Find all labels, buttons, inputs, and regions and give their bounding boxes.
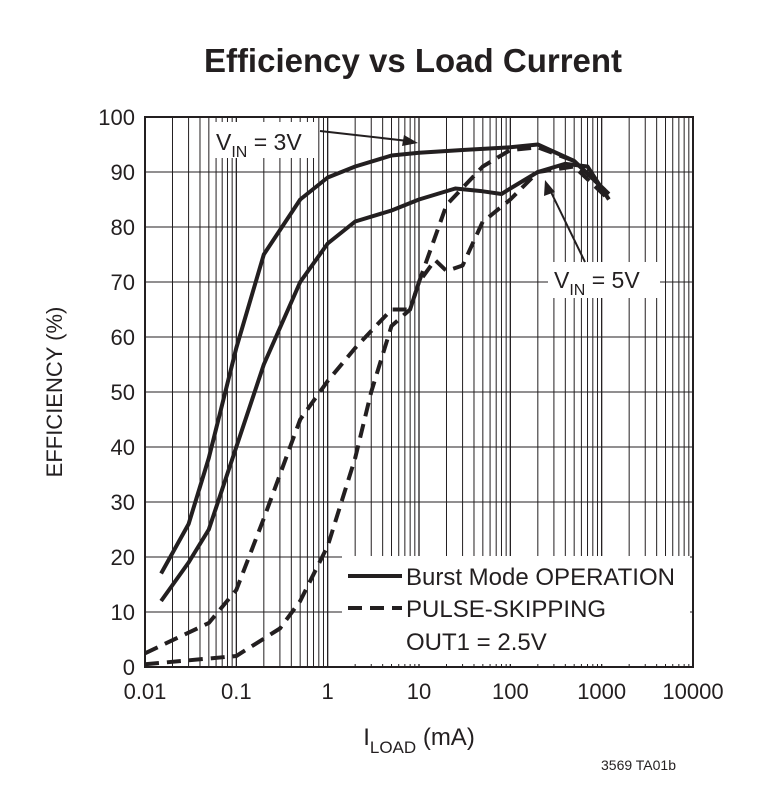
x-tick-label: 0.1 — [221, 679, 252, 704]
x-label-main: I — [363, 724, 370, 751]
annotation-arrow — [319, 130, 409, 142]
y-tick-label: 90 — [111, 160, 135, 185]
y-tick-label: 60 — [111, 325, 135, 350]
annotation-sub: IN — [231, 144, 247, 161]
x-label-rest: (mA) — [416, 724, 475, 751]
annotation-main: V — [554, 267, 570, 293]
chart-title: Efficiency vs Load Current — [204, 42, 622, 79]
x-tick-label: 10000 — [662, 679, 723, 704]
x-tick-label: 0.01 — [124, 679, 167, 704]
legend: Burst Mode OPERATION PULSE-SKIPPING OUT1 =… — [342, 556, 690, 664]
efficiency-line — [144, 164, 611, 667]
annotation-arrow — [549, 189, 586, 263]
x-tick-label: 100 — [492, 679, 529, 704]
efficiency-line — [144, 145, 611, 656]
annotation: VIN = 3V — [216, 129, 302, 161]
annotation-rest: = 5V — [585, 267, 640, 293]
legend-label: Burst Mode OPERATION — [406, 564, 675, 591]
annotation: VIN = 5V — [554, 267, 640, 299]
x-axis-label: ILOAD (mA) — [363, 724, 475, 757]
y-tick-label: 0 — [123, 655, 135, 680]
annotation-sub: IN — [569, 282, 585, 299]
legend-label: PULSE-SKIPPING — [406, 596, 606, 623]
overlay: VIN = 3V VIN = 5V — [210, 122, 660, 299]
annotation-rest: = 3V — [247, 129, 302, 155]
y-tick-label: 100 — [98, 105, 135, 130]
y-tick-label: 70 — [111, 270, 135, 295]
x-label-sub: LOAD — [370, 738, 416, 757]
arrowhead — [402, 135, 418, 146]
footnote: 3569 TA01b — [601, 757, 676, 773]
y-tick-label: 30 — [111, 490, 135, 515]
y-tick-label: 80 — [111, 215, 135, 240]
y-tick-label: 20 — [111, 545, 135, 570]
annotation-bg — [548, 262, 660, 298]
plot-frame — [144, 116, 694, 668]
x-tick-label: 1 — [322, 679, 334, 704]
plot-area: 0 10 20 30 40 50 60 70 80 90 100 0.01 0.1 1 10 100 1000 1… — [98, 105, 723, 704]
condition-label: OUT1 = 2.5V — [406, 629, 547, 656]
x-tick-label: 10 — [407, 679, 431, 704]
y-axis-label: EFFICIENCY (%) — [42, 307, 67, 478]
annotation-main: V — [216, 129, 232, 155]
x-tick-label: 1000 — [577, 679, 626, 704]
y-tick-label: 50 — [111, 380, 135, 405]
efficiency-line — [159, 142, 611, 575]
y-tick-label: 10 — [111, 600, 135, 625]
annotation-bg — [210, 122, 318, 158]
arrowhead — [544, 180, 555, 196]
y-tick-label: 40 — [111, 435, 135, 460]
